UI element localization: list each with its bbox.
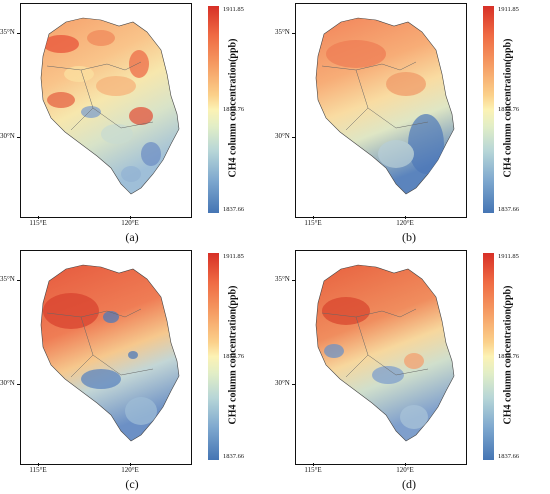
tick-mark <box>405 463 406 466</box>
colorbar-title: CH4 column concentration(ppb) <box>227 38 239 178</box>
tick-mark <box>292 137 295 138</box>
x-tick-120e: 120°E <box>396 219 414 227</box>
tick-mark <box>17 280 20 281</box>
x-tick-115e: 115°E <box>29 219 47 227</box>
tick-mark <box>38 463 39 466</box>
y-tick-30n: 30°N <box>275 132 290 140</box>
colorbar-max: 1911.85 <box>498 6 519 13</box>
colorbar-max: 1911.85 <box>223 253 244 260</box>
x-tick-115e: 115°E <box>304 466 322 474</box>
tick-mark <box>313 463 314 466</box>
y-tick-35n: 35°N <box>275 275 290 283</box>
colorbar-mid: 1874.76 <box>498 106 520 113</box>
colorbar <box>483 6 494 213</box>
tick-mark <box>313 216 314 219</box>
colorbar-mid: 1874.76 <box>223 106 245 113</box>
panel-label: (b) <box>402 230 416 244</box>
panel-label: (d) <box>402 477 416 491</box>
y-tick-30n: 30°N <box>0 379 15 387</box>
colorbar-title: CH4 column concentration(ppb) <box>227 285 239 425</box>
tick-mark <box>130 216 131 219</box>
x-tick-115e: 115°E <box>29 466 47 474</box>
x-tick-120e: 120°E <box>396 466 414 474</box>
colorbar <box>483 253 494 460</box>
colorbar-mid: 1874.76 <box>498 353 520 360</box>
colorbar <box>208 6 219 213</box>
x-tick-120e: 120°E <box>121 219 139 227</box>
panel-label: (c) <box>125 477 139 491</box>
colorbar-min: 1837.66 <box>223 453 245 460</box>
colorbar-min: 1837.66 <box>223 206 245 213</box>
y-tick-35n: 35°N <box>0 275 15 283</box>
colorbar-title: CH4 column concentration(ppb) <box>502 38 514 178</box>
x-tick-115e: 115°E <box>304 219 322 227</box>
colorbar-min: 1837.66 <box>498 453 520 460</box>
map-frame <box>295 3 467 218</box>
panel-d: 35°N 30°N 115°E 120°E 1911.85 1874.76 18… <box>275 247 550 494</box>
colorbar-max: 1911.85 <box>223 6 244 13</box>
y-tick-35n: 35°N <box>0 28 15 36</box>
panel-a: 35°N 30°N 115°E 120°E 1911.85 1874.76 18… <box>0 0 275 247</box>
tick-mark <box>130 463 131 466</box>
tick-mark <box>292 384 295 385</box>
tick-mark <box>17 137 20 138</box>
tick-mark <box>292 280 295 281</box>
colorbar-max: 1911.85 <box>498 253 519 260</box>
y-tick-30n: 30°N <box>275 379 290 387</box>
map-frame <box>20 3 192 218</box>
colorbar-title: CH4 column concentration(ppb) <box>502 285 514 425</box>
colorbar <box>208 253 219 460</box>
colorbar-mid: 1874.76 <box>223 353 245 360</box>
panel-b: 35°N 30°N 115°E 120°E 1911.85 1874.76 18… <box>275 0 550 247</box>
map-frame <box>20 250 192 465</box>
map-frame <box>295 250 467 465</box>
y-tick-30n: 30°N <box>0 132 15 140</box>
colorbar-min: 1837.66 <box>498 206 520 213</box>
tick-mark <box>38 216 39 219</box>
tick-mark <box>17 384 20 385</box>
y-tick-35n: 35°N <box>275 28 290 36</box>
x-tick-120e: 120°E <box>121 466 139 474</box>
panel-label: (a) <box>125 230 139 244</box>
tick-mark <box>405 216 406 219</box>
panel-c: 35°N 30°N 115°E 120°E 1911.85 1874.76 18… <box>0 247 275 494</box>
tick-mark <box>17 33 20 34</box>
tick-mark <box>292 33 295 34</box>
